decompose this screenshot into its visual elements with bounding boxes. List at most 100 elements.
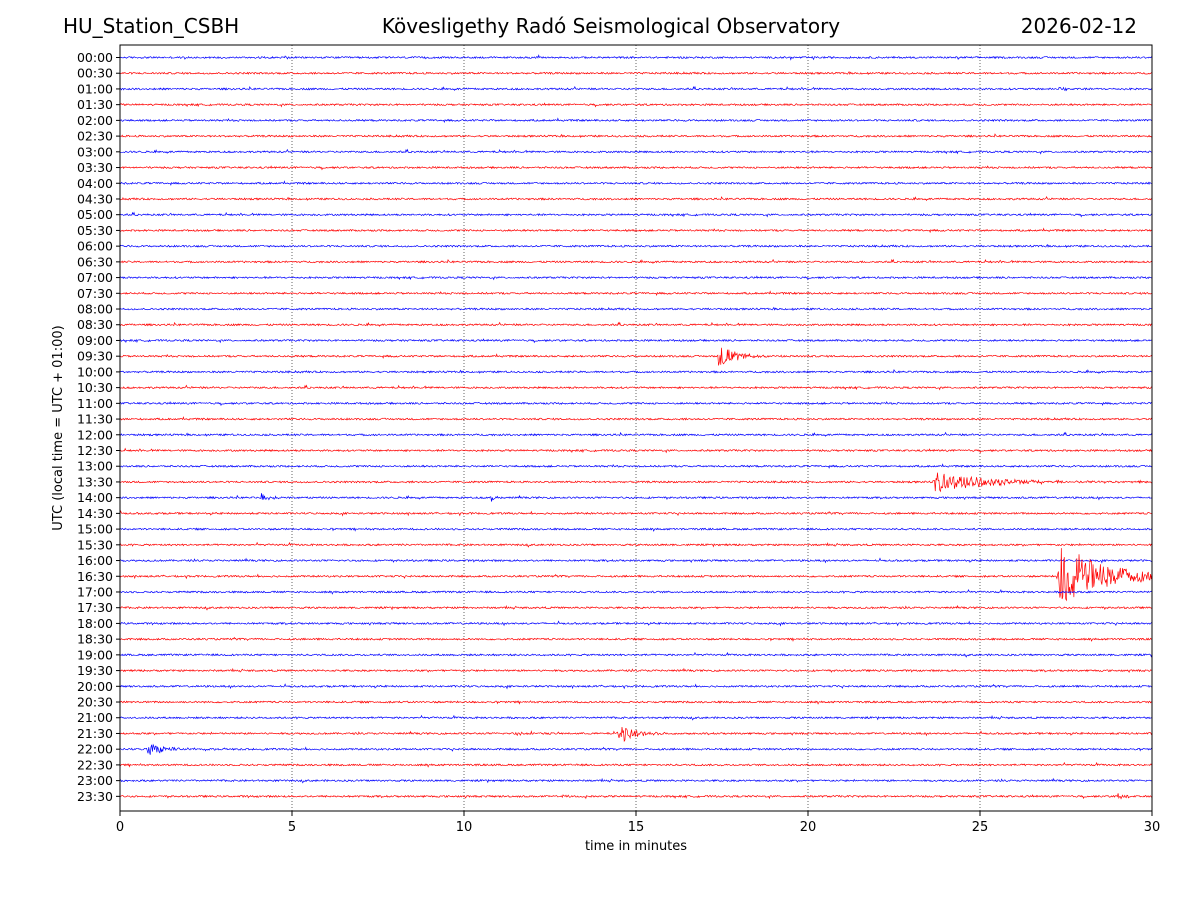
y-tick-label: 14:00 — [77, 490, 113, 505]
trace-line-1900 — [119, 651, 1153, 658]
y-tick-label: 01:30 — [77, 97, 113, 112]
trace-line-1200 — [119, 431, 1153, 437]
y-tick-label: 03:30 — [77, 160, 113, 175]
y-tick-label: 23:30 — [77, 789, 113, 804]
y-tick-label: 05:30 — [77, 223, 113, 238]
y-tick-label: 01:00 — [77, 81, 113, 96]
y-tick-label: 00:30 — [77, 66, 113, 81]
trace-line-1100 — [119, 401, 1153, 407]
x-tick-label: 20 — [800, 820, 817, 835]
y-tick-label: 10:00 — [77, 364, 113, 379]
trace-line-1730 — [119, 604, 1153, 611]
trace-line-0030 — [119, 70, 1153, 76]
x-tick-label: 25 — [972, 820, 989, 835]
trace-line-0400 — [119, 180, 1153, 186]
trace-line-1400 — [119, 493, 1153, 502]
x-tick-label: 15 — [628, 820, 645, 835]
y-tick-label: 07:30 — [77, 286, 113, 301]
trace-line-0900 — [119, 338, 1153, 344]
y-tick-label: 18:30 — [77, 632, 113, 647]
y-tick-label: 06:30 — [77, 254, 113, 269]
y-tick-label: 11:00 — [77, 396, 113, 411]
y-axis-label: UTC (local time = UTC + 01:00) — [51, 325, 66, 530]
trace-line-1930 — [119, 667, 1153, 673]
y-tick-label: 23:00 — [77, 773, 113, 788]
trace-line-1800 — [119, 620, 1153, 627]
x-tick-label: 30 — [1144, 820, 1161, 835]
y-tick-label: 02:30 — [77, 129, 113, 144]
trace-line-0230 — [119, 133, 1153, 139]
trace-line-1630 — [119, 548, 1153, 602]
y-tick-label: 08:30 — [77, 317, 113, 332]
trace-line-0200 — [119, 117, 1153, 124]
trace-line-2030 — [119, 700, 1153, 705]
y-tick-label: 22:00 — [77, 742, 113, 757]
trace-line-2000 — [119, 683, 1153, 690]
y-tick-label: 04:00 — [77, 176, 113, 191]
trace-line-2330 — [119, 793, 1153, 800]
y-tick-label: 14:30 — [77, 506, 113, 521]
x-tick-label: 10 — [456, 820, 473, 835]
y-tick-label: 09:30 — [77, 349, 113, 364]
trace-line-1530 — [119, 541, 1153, 548]
station-name: HU_Station_CSBH — [63, 14, 240, 38]
trace-line-0800 — [119, 306, 1153, 311]
y-tick-label: 00:00 — [77, 50, 113, 65]
y-tick-label: 10:30 — [77, 380, 113, 395]
y-tick-label: 22:30 — [77, 757, 113, 772]
y-tick-label: 09:00 — [77, 333, 113, 348]
trace-line-0130 — [119, 102, 1153, 108]
y-tick-label: 03:00 — [77, 144, 113, 159]
y-tick-label: 19:00 — [77, 647, 113, 662]
y-tick-label: 12:30 — [77, 443, 113, 458]
trace-line-2130 — [119, 726, 1153, 743]
trace-line-1430 — [119, 510, 1153, 517]
trace-line-1230 — [119, 447, 1153, 454]
y-tick-label: 20:30 — [77, 695, 113, 710]
y-tick-label: 13:00 — [77, 459, 113, 474]
grid-lines — [291, 45, 981, 811]
y-tick-label: 13:30 — [77, 474, 113, 489]
trace-line-2200 — [119, 743, 1153, 755]
trace-line-0930 — [119, 347, 1153, 366]
y-tick-label: 19:30 — [77, 663, 113, 678]
x-axis-label: time in minutes — [585, 839, 687, 854]
trace-line-0700 — [119, 275, 1153, 281]
y-tick-label: 15:00 — [77, 522, 113, 537]
trace-line-1300 — [119, 463, 1153, 469]
y-tick-label: 08:00 — [77, 302, 113, 317]
observatory-title: Kövesligethy Radó Seismological Observat… — [381, 14, 841, 38]
y-tick-label: 20:00 — [77, 679, 113, 694]
trace-line-0330 — [119, 165, 1153, 171]
y-tick-label: 18:00 — [77, 616, 113, 631]
y-tick-label: 17:00 — [77, 584, 113, 599]
trace-line-1130 — [119, 416, 1153, 421]
y-tick-label: 11:30 — [77, 412, 113, 427]
trace-group — [119, 54, 1153, 800]
trace-line-0300 — [119, 148, 1153, 155]
y-tick-label: 12:00 — [77, 427, 113, 442]
y-tick-label: 17:30 — [77, 600, 113, 615]
y-tick-label: 02:00 — [77, 113, 113, 128]
y-tick-label: 21:30 — [77, 726, 113, 741]
record-date: 2026-02-12 — [1020, 14, 1137, 38]
trace-line-1000 — [119, 369, 1153, 375]
trace-line-1030 — [119, 384, 1153, 391]
trace-line-1700 — [119, 588, 1153, 595]
x-tick-label: 0 — [116, 820, 124, 835]
trace-line-0830 — [119, 321, 1153, 327]
y-tick-label: 16:00 — [77, 553, 113, 568]
trace-line-0530 — [119, 227, 1153, 234]
y-tick-label: 16:30 — [77, 569, 113, 584]
trace-line-1330 — [119, 472, 1153, 493]
trace-line-0630 — [119, 258, 1153, 264]
y-tick-label: 05:00 — [77, 207, 113, 222]
trace-line-1830 — [119, 636, 1153, 642]
trace-line-1500 — [119, 527, 1153, 532]
trace-line-2300 — [119, 777, 1153, 784]
trace-line-0100 — [119, 85, 1153, 92]
trace-line-0430 — [119, 195, 1153, 202]
trace-line-2230 — [119, 761, 1153, 768]
